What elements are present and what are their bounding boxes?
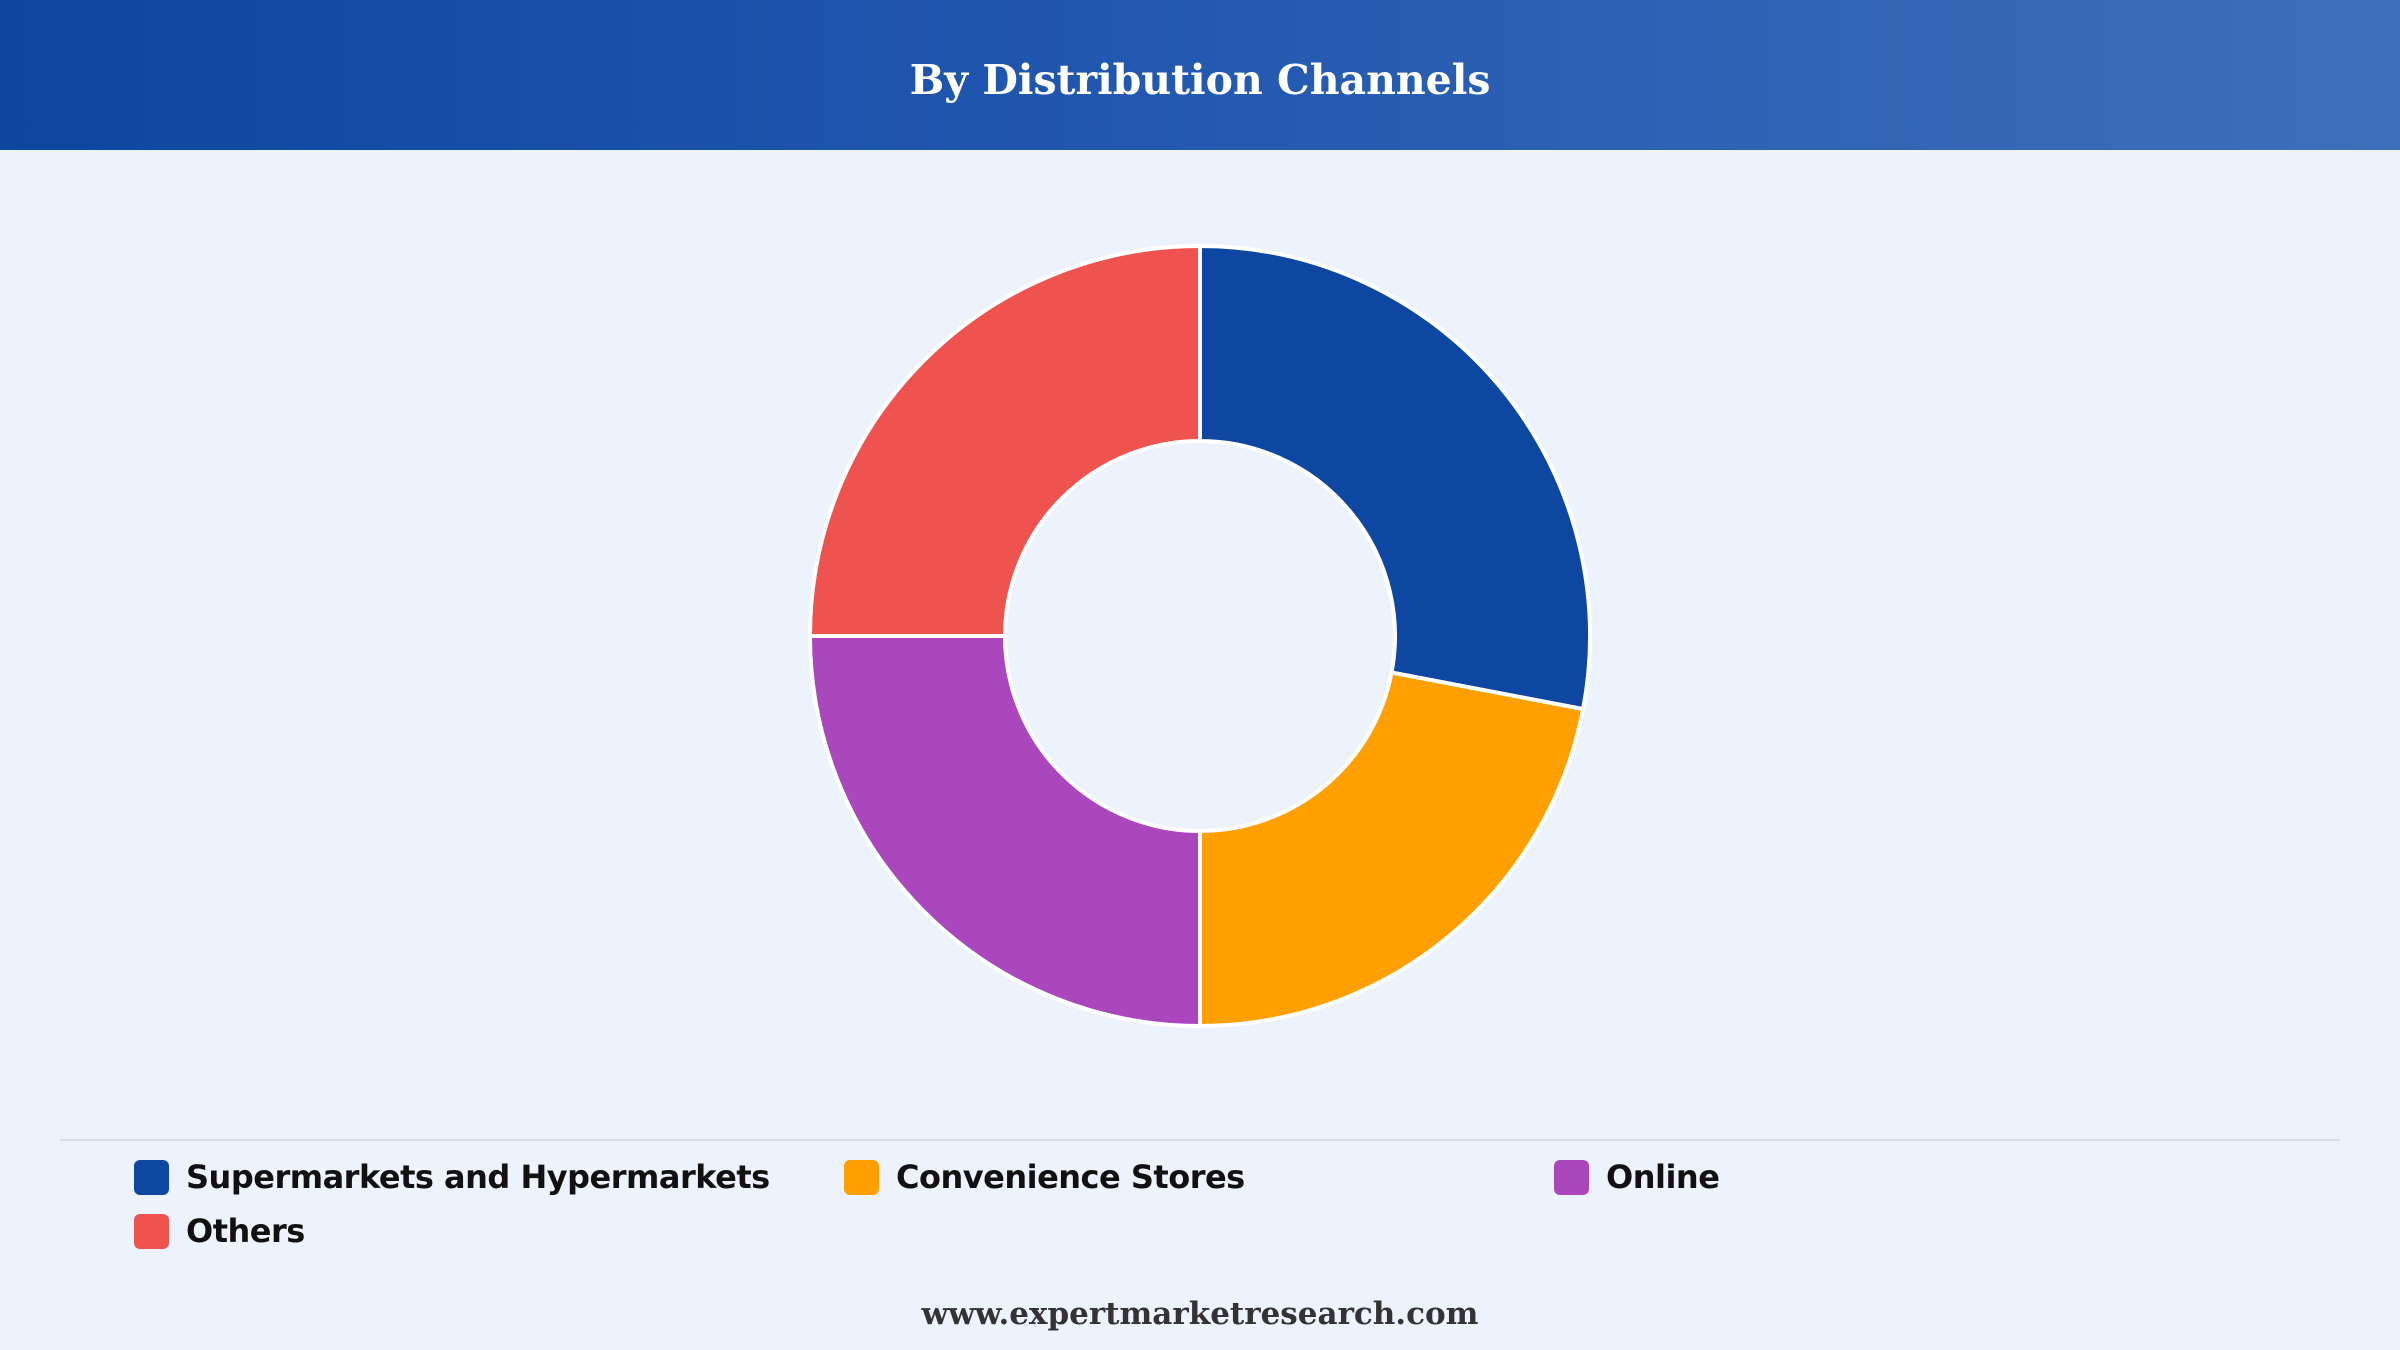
legend-swatch	[134, 1159, 169, 1195]
legend-item-convenience-stores[interactable]: Convenience Stores	[844, 1150, 1245, 1204]
donut-slice-convenience-stores[interactable]	[1198, 670, 1586, 1028]
legend-label: Convenience Stores	[896, 1158, 1245, 1196]
legend-item-online[interactable]: Online	[1554, 1150, 1720, 1204]
legend-swatch	[844, 1159, 879, 1195]
donut-slice-supermarkets[interactable]	[1198, 244, 1592, 712]
legend-label: Others	[186, 1212, 305, 1250]
source-url: www.expertmarketresearch.com	[921, 1296, 1479, 1332]
legend-label: Online	[1606, 1158, 1720, 1196]
legend-item-others[interactable]: Others	[134, 1204, 305, 1258]
header-bar	[0, 0, 2400, 150]
legend-swatch	[1554, 1159, 1589, 1195]
legend: Supermarkets and Hypermarkets Convenienc…	[134, 1150, 2274, 1260]
legend-label: Supermarkets and Hypermarkets	[186, 1158, 770, 1196]
chart-title: By Distribution Channels	[909, 56, 1491, 104]
donut-slice-online[interactable]	[808, 634, 1202, 1028]
legend-swatch	[134, 1213, 169, 1249]
donut-slice-others[interactable]	[808, 244, 1202, 638]
legend-item-supermarkets[interactable]: Supermarkets and Hypermarkets	[134, 1150, 770, 1204]
legend-divider	[60, 1139, 2340, 1141]
